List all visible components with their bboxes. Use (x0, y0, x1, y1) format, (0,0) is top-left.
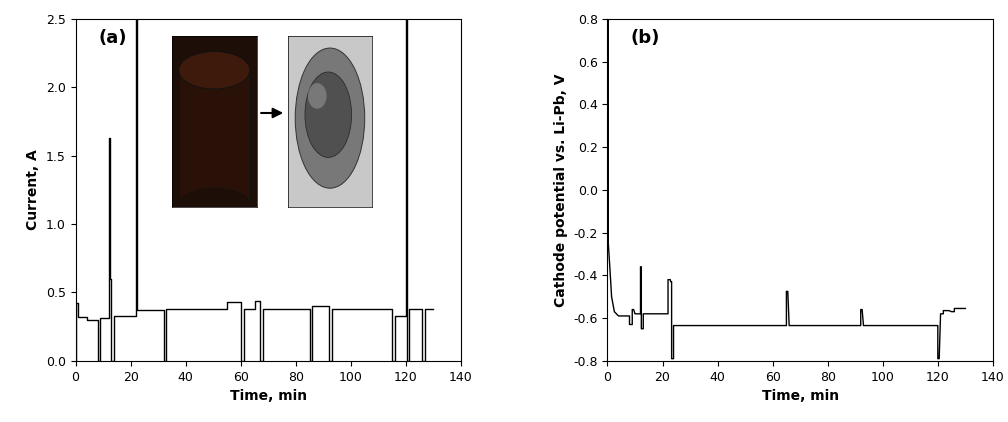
Y-axis label: Current, A: Current, A (26, 149, 40, 230)
X-axis label: Time, min: Time, min (762, 389, 839, 403)
Text: (a): (a) (99, 29, 127, 47)
X-axis label: Time, min: Time, min (230, 389, 306, 403)
Text: (b): (b) (631, 29, 660, 47)
Y-axis label: Cathode potential vs. Li-Pb, V: Cathode potential vs. Li-Pb, V (553, 73, 568, 307)
